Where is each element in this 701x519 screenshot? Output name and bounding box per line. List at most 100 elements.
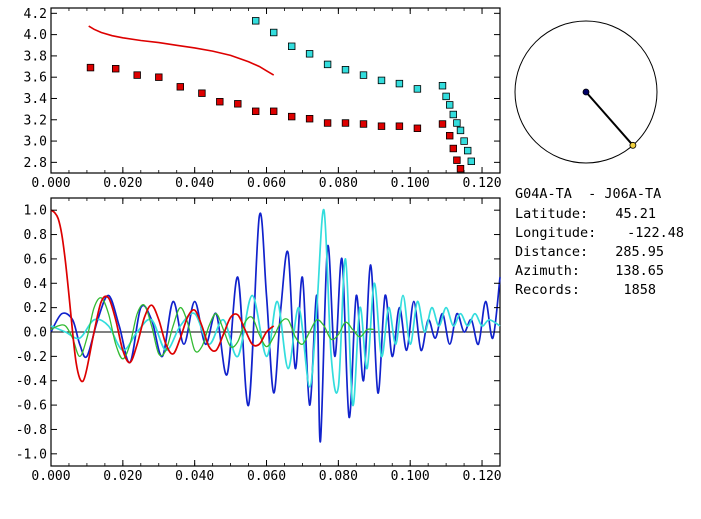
dispersion-point-red	[445, 131, 454, 140]
dispersion-y-tick-label: 3.6	[24, 71, 47, 86]
dispersion-point-red	[133, 71, 141, 79]
correlation-x-tick-label: 0.080	[319, 469, 358, 484]
dispersion-marks	[86, 17, 475, 173]
correlation-x-ticks: 0.000 0.020 0.040 0.060 0.080 0.100 0.120	[31, 198, 502, 484]
dispersion-point-red	[377, 122, 386, 130]
dispersion-point-cyan	[305, 50, 314, 58]
correlation-y-tick-label: -0.4	[16, 374, 47, 389]
correlation-curve-red	[50, 209, 275, 383]
correlation-x-tick-label: 0.120	[462, 469, 501, 484]
dispersion-point-red	[112, 65, 120, 73]
azimuth-line	[585, 91, 634, 146]
dispersion-point-red	[269, 107, 278, 115]
correlation-x-tick-label: 0.040	[175, 469, 214, 484]
dispersion-point-cyan	[413, 85, 422, 93]
station-info: G04A-TA - J06A-TA Latitude: 45.21 Longit…	[515, 186, 684, 298]
dispersion-point-cyan	[251, 17, 260, 25]
dispersion-y-tick-label: 3.0	[24, 135, 47, 150]
dispersion-point-red	[176, 83, 184, 91]
azimuth-inset	[514, 20, 658, 164]
dispersion-point-red	[234, 100, 242, 108]
correlation-y-tick-label: -1.0	[16, 447, 47, 462]
dispersion-point-red	[395, 122, 404, 130]
correlation-y-tick-label: 1.0	[24, 204, 47, 219]
dispersion-point-red	[413, 124, 422, 132]
dispersion-y-tick-label: 4.2	[24, 7, 47, 22]
dispersion-x-tick-label: 0.040	[175, 176, 214, 191]
station-pair: G04A-TA - J06A-TA	[515, 186, 661, 202]
dispersion-point-red	[216, 98, 224, 106]
records-value: 1858	[623, 282, 656, 298]
longitude-label: Longitude:	[515, 225, 596, 241]
azimuth-circle	[514, 20, 658, 164]
dispersion-point-red	[198, 89, 206, 97]
dispersion-point-cyan	[395, 79, 404, 88]
correlation-y-tick-label: -0.6	[16, 399, 47, 414]
correlation-chart: 0.000 0.020 0.040 0.060 0.080 0.100 0.120 1.00…	[16, 197, 502, 484]
dispersion-chart: 0.000 0.020 0.040 0.060 0.080 0.100 0.120 4.24…	[24, 7, 502, 191]
dispersion-x-tick-label: 0.020	[103, 176, 142, 191]
records-label: Records:	[515, 282, 580, 298]
azimuth-label: Azimuth:	[515, 263, 580, 279]
correlation-y-tick-label: 0.2	[24, 301, 47, 316]
correlation-y-tick-label: 0.6	[24, 252, 47, 267]
latitude-value: 45.21	[615, 206, 656, 222]
dispersion-point-cyan	[445, 101, 454, 109]
dispersion-point-cyan	[323, 60, 332, 69]
correlation-y-ticks: 1.0 0.8 0.6 0.4 0.2 0.0 -0.2 -0.4 -0.6 -0.8 -1.0	[16, 204, 500, 462]
dispersion-point-cyan	[341, 66, 350, 74]
dispersion-point-cyan	[359, 71, 368, 79]
dispersion-point-red	[155, 73, 163, 81]
dispersion-point-red	[86, 63, 95, 72]
dispersion-point-cyan	[442, 92, 450, 101]
distance-value: 285.95	[615, 244, 664, 260]
correlation-marks	[50, 209, 501, 443]
dispersion-y-tick-label: 3.8	[24, 49, 47, 64]
dispersion-x-ticks: 0.000 0.020 0.040 0.060 0.080 0.100 0.120	[31, 8, 502, 191]
dispersion-point-red	[323, 119, 332, 127]
dispersion-point-cyan	[269, 28, 278, 37]
correlation-y-tick-label: 0.8	[24, 228, 47, 243]
dispersion-x-tick-label: 0.100	[391, 176, 430, 191]
dispersion-point-cyan	[467, 157, 475, 165]
dispersion-point-red	[287, 112, 296, 121]
azimuth-value: 138.65	[615, 263, 664, 279]
latitude-label: Latitude:	[515, 206, 588, 222]
dispersion-point-cyan	[377, 76, 386, 85]
station-target-dot	[629, 141, 637, 149]
dispersion-point-red	[449, 144, 457, 153]
dispersion-x-tick-label: 0.060	[247, 176, 286, 191]
correlation-y-tick-label: -0.8	[16, 423, 47, 438]
dispersion-point-red	[341, 119, 350, 127]
dispersion-point-cyan	[453, 119, 461, 127]
dispersion-x-tick-label: 0.120	[462, 176, 501, 191]
dispersion-point-cyan	[287, 42, 296, 50]
dispersion-point-cyan	[449, 110, 457, 119]
dispersion-y-ticks: 4.2 4.0 3.8 3.6 3.4 3.2 3.0 2.8	[24, 7, 500, 171]
dispersion-point-cyan	[438, 82, 447, 90]
correlation-x-tick-label: 0.000	[31, 469, 70, 484]
dispersion-curve-red	[88, 25, 275, 76]
correlation-x-tick-label: 0.100	[391, 469, 430, 484]
dispersion-y-tick-label: 3.4	[24, 92, 48, 107]
correlation-curve-green	[50, 297, 375, 360]
distance-label: Distance:	[515, 244, 588, 260]
correlation-x-tick-label: 0.020	[103, 469, 142, 484]
dispersion-point-red	[438, 120, 447, 128]
dispersion-y-tick-label: 4.0	[24, 28, 47, 43]
dispersion-point-cyan	[456, 126, 465, 135]
dispersion-point-cyan	[460, 137, 468, 145]
correlation-y-tick-label: 0.4	[24, 277, 48, 292]
dispersion-y-tick-label: 3.2	[24, 113, 47, 128]
station-origin-dot	[582, 88, 590, 96]
dispersion-plot-frame	[50, 7, 501, 174]
dispersion-y-tick-label: 2.8	[24, 156, 47, 171]
correlation-y-tick-label: -0.2	[16, 350, 47, 365]
correlation-y-tick-label: 0.0	[24, 326, 47, 341]
correlation-x-tick-label: 0.060	[247, 469, 286, 484]
dispersion-point-red	[251, 107, 260, 115]
dispersion-point-red	[359, 120, 368, 128]
dispersion-x-tick-label: 0.000	[31, 176, 70, 191]
dispersion-point-red	[453, 156, 461, 164]
